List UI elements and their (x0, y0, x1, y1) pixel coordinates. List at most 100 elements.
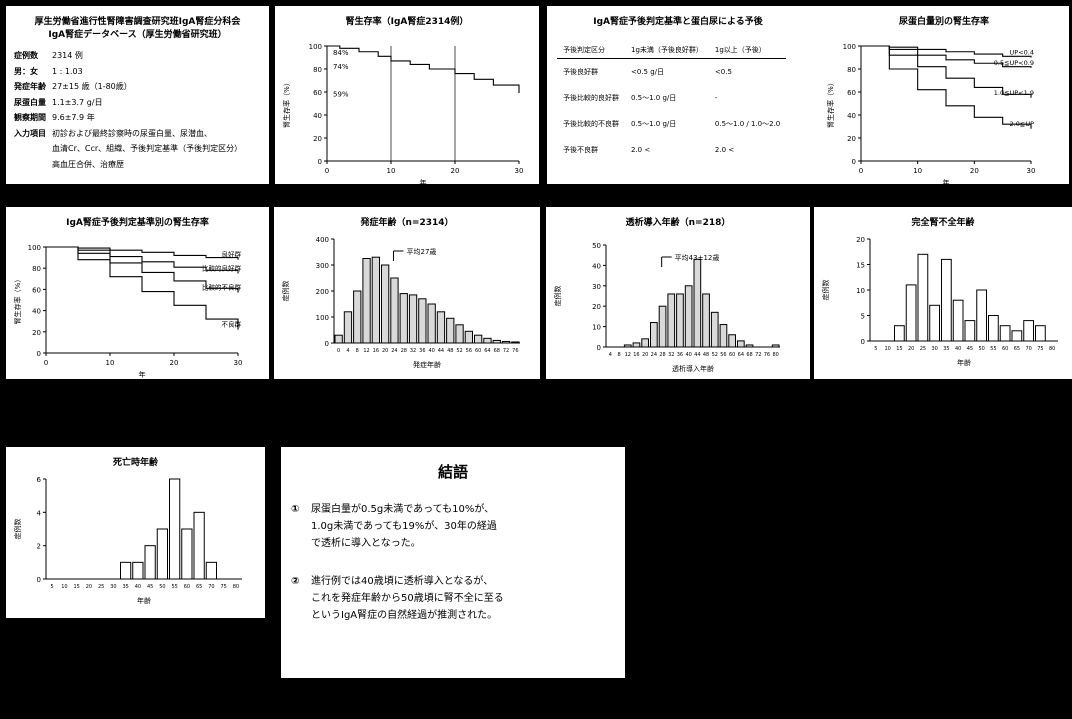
table-row: 予後比較的良好群 0.5～1.0 g/日 - (557, 85, 786, 111)
chart-title: 透析導入年齢（n=218） (626, 216, 731, 228)
survival-all-chart: 腎生存率（IgA腎症2314例） 0 20 40 60 80 100 腎生存率（%） 年 0 10 2… (282, 15, 524, 184)
x-tick-label: 24 (651, 352, 657, 358)
x-tick-label: 44 (694, 352, 700, 358)
x-tick-label: 72 (755, 352, 761, 358)
y-axis-label: 症例数 (281, 281, 290, 302)
x-tick-label: 5 (51, 584, 54, 590)
bar (745, 344, 754, 348)
x-axis-label: 年 (420, 178, 427, 184)
conclusion-item: ① 尿蛋白量が0.5g未満であっても10%が、 1.0g未満であっても19%が、30… (291, 501, 605, 552)
x-tick-label: 20 (86, 584, 92, 590)
x-tick-label: 8 (356, 348, 359, 354)
info-value: 初診および最終診察時の尿蛋白量、尿潜血、 (52, 128, 212, 138)
bar (474, 334, 483, 344)
y-tick-label: 100 (316, 314, 329, 322)
bar (702, 293, 710, 348)
y-tick-label: 400 (316, 236, 329, 244)
bar (381, 264, 390, 344)
bar (427, 303, 436, 344)
y-tick-label: 100 (309, 43, 322, 51)
x-tick-label: 40 (685, 352, 691, 358)
x-tick-label: 40 (428, 348, 434, 354)
x-tick-label: 10 (884, 346, 890, 352)
bar (144, 545, 156, 580)
bar (390, 277, 399, 344)
bar (623, 344, 632, 348)
x-tick-label: 30 (234, 359, 243, 367)
table-header: 予後判定区分 (557, 42, 625, 59)
bar (641, 338, 650, 348)
y-axis-label: 症例数 (821, 280, 830, 301)
bar (667, 293, 676, 348)
chart-title: 発症年齢（n=2314） (360, 216, 454, 228)
chart-title: 死亡時年齢 (112, 456, 159, 468)
x-tick-label: 28 (659, 352, 665, 358)
x-tick-label: 52 (712, 352, 718, 358)
x-tick-label: 28 (401, 348, 407, 354)
x-tick-label: 56 (466, 348, 472, 354)
y-tick-label: 20 (313, 135, 322, 143)
table-row: 予後不良群 2.0 < 2.0 < (557, 137, 786, 163)
y-tick-label: 100 (843, 43, 856, 51)
x-tick-label: 68 (494, 348, 500, 354)
conclusion-panel: 結語 ① 尿蛋白量が0.5g未満であっても10%が、 1.0g未満であっても19%が… (281, 447, 625, 678)
y-tick-label: 40 (313, 112, 322, 120)
y-tick-label: 10 (592, 324, 601, 332)
info-row: 観察期間 9.6±7.9 年 (14, 112, 95, 123)
x-tick-label: 45 (967, 346, 973, 352)
renal-failure-age-panel: 完全腎不全年齢 0 5 10 15 20 症例数 年齢 5 10 15 20 25 30 35 40 45 50 5… (814, 207, 1072, 379)
y-tick-label: 60 (847, 89, 856, 97)
chart-annotation: 平均43±12歳 (675, 253, 720, 262)
x-tick-label: 70 (1025, 346, 1031, 352)
bar (693, 258, 702, 348)
info-title-line1: 厚生労働省進行性腎障害調査研究班IgA腎症分科会 (34, 17, 241, 27)
x-tick-label: 30 (110, 584, 116, 590)
bar (446, 317, 455, 344)
x-tick-label: 64 (738, 352, 744, 358)
x-tick-label: 10 (106, 359, 115, 367)
conclusion-line: というIgA腎症の自然経過が推測された。 (311, 610, 498, 621)
x-tick-label: 20 (908, 346, 914, 352)
table-cell: <0.5 g/日 (631, 68, 665, 76)
y-tick-label: 0 (37, 350, 41, 358)
x-tick-label: 30 (515, 167, 524, 175)
bar (193, 511, 205, 580)
series-line (46, 246, 239, 330)
bar (728, 334, 737, 348)
bar (120, 561, 132, 580)
bar (999, 325, 1011, 342)
info-row: 尿蛋白量 1.1±3.7 g/日 (14, 97, 102, 108)
x-tick-label: 0 (44, 359, 48, 367)
bar (1023, 320, 1034, 342)
info-title-line2: IgA腎症データベース（厚生労働省研究班） (48, 30, 227, 40)
y-tick-label: 60 (313, 89, 322, 97)
x-tick-label: 12 (625, 352, 631, 358)
x-tick-label: 80 (1049, 346, 1055, 352)
y-tick-label: 0 (852, 158, 856, 166)
y-tick-label: 20 (32, 329, 41, 337)
info-value: 血清Cr、Ccr、組織、予後判定基準（予後判定区分） (52, 144, 243, 153)
table-row: 予後比較的不良群 0.5～1.0 g/日 0.5～1.0 / 1.0～2.0 (557, 111, 786, 137)
info-row: 入力項目 初診および最終診察時の尿蛋白量、尿潜血、 (14, 128, 212, 139)
table-cell: 予後良好群 (563, 68, 598, 76)
y-axis-label: 症例数 (13, 519, 22, 540)
bar (632, 342, 641, 348)
x-tick-label: 64 (484, 348, 490, 354)
chart-annotation: 平均27歳 (407, 247, 437, 256)
x-tick-label: 36 (677, 352, 683, 358)
bar (455, 324, 464, 344)
bar (371, 256, 380, 344)
x-tick-label: 10 (913, 167, 922, 175)
x-tick-label: 20 (170, 359, 179, 367)
survival-all-panel: 腎生存率（IgA腎症2314例） 0 20 40 60 80 100 腎生存率（%） 年 0 10 2… (275, 6, 539, 184)
y-tick-label: 0 (597, 344, 601, 352)
y-tick-label: 20 (592, 303, 601, 311)
y-tick-label: 40 (847, 112, 856, 120)
x-tick-label: 15 (896, 346, 902, 352)
bar (408, 294, 418, 344)
x-tick-label: 52 (456, 348, 462, 354)
x-tick-label: 80 (772, 352, 778, 358)
series-label: UP<0.4 (1010, 49, 1034, 57)
